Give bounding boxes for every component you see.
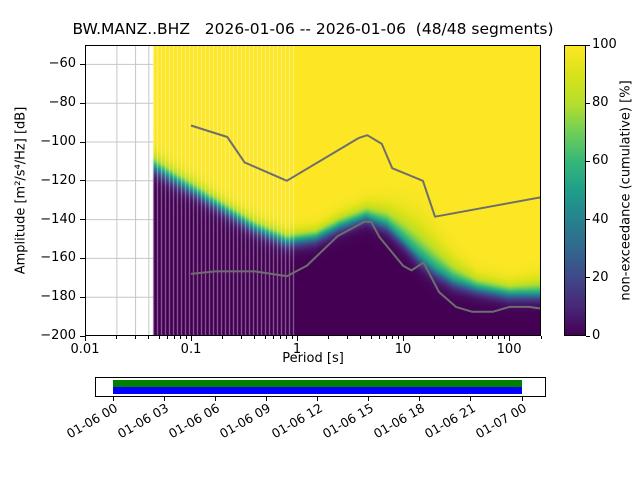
x-minor-tick-mark [328, 336, 330, 339]
x-tick-mark [296, 336, 298, 341]
y-tick-label: −180 [40, 289, 76, 305]
x-minor-tick-mark [492, 336, 494, 339]
x-minor-tick-mark [291, 336, 293, 339]
x-minor-tick-mark [503, 336, 505, 339]
time-coverage-bar [95, 377, 546, 397]
y-tick-mark [80, 141, 85, 143]
x-minor-tick-mark [397, 336, 399, 339]
time-tick-mark [419, 397, 421, 401]
x-minor-tick-mark [286, 336, 288, 339]
y-tick-mark [80, 335, 85, 337]
x-axis-label: Period [s] [282, 351, 344, 366]
colorbar-label: non-exceedance (cumulative) [%] [618, 80, 634, 301]
y-axis-label: Amplitude [m²/s⁴/Hz] [dB] [13, 106, 29, 275]
x-minor-tick-mark [434, 336, 436, 339]
x-tick-label: 10 [394, 342, 412, 357]
x-minor-tick-mark [540, 336, 542, 339]
noise-model-lines [190, 124, 541, 313]
x-minor-tick-mark [347, 336, 349, 339]
colorbar-tick-label: 60 [592, 153, 609, 169]
plot-area [85, 45, 541, 336]
x-minor-tick-mark [174, 336, 176, 339]
nlnm-line [190, 220, 541, 313]
colorbar-tick-mark [586, 160, 590, 162]
time-tick-mark [112, 397, 114, 401]
colorbar-tick-label: 20 [592, 269, 609, 285]
x-tick-label: 100 [496, 342, 522, 357]
ppsd-heatmap [85, 45, 541, 336]
x-minor-tick-mark [135, 336, 137, 339]
time-tick-mark [163, 397, 165, 401]
time-tick-mark [317, 397, 319, 401]
x-minor-tick-mark [466, 336, 468, 339]
x-minor-tick-mark [185, 336, 187, 339]
x-minor-tick-mark [148, 336, 150, 339]
x-minor-tick-mark [222, 336, 224, 339]
time-tick-mark [470, 397, 472, 401]
time-tick-mark [368, 397, 370, 401]
y-tick-mark [80, 63, 85, 65]
time-tick-mark [214, 397, 216, 401]
y-tick-label: −80 [48, 95, 76, 111]
x-minor-tick-mark [485, 336, 487, 339]
x-minor-tick-mark [392, 336, 394, 339]
x-tick-mark [84, 336, 86, 341]
x-minor-tick-mark [370, 336, 372, 339]
time-tick-mark [265, 397, 267, 401]
colorbar-tick-mark [586, 102, 590, 104]
colorbar-tick-mark [586, 219, 590, 221]
y-tick-mark [80, 257, 85, 259]
y-tick-label: −120 [40, 172, 76, 188]
x-minor-tick-mark [167, 336, 168, 339]
x-minor-tick-mark [498, 336, 500, 339]
x-minor-tick-mark [116, 336, 118, 339]
x-minor-tick-mark [280, 336, 282, 339]
colorbar-tick-label: 0 [592, 328, 601, 343]
y-tick-label: −160 [40, 250, 76, 266]
colorbar-tick-label: 100 [592, 37, 617, 52]
colorbar-gradient [565, 46, 585, 335]
nhnm-line [190, 124, 541, 218]
colorbar [564, 45, 586, 336]
x-tick-mark [402, 336, 404, 341]
colorbar-tick-mark [586, 44, 590, 46]
plot-border [85, 45, 541, 336]
y-tick-mark [80, 296, 85, 298]
x-tick-mark [508, 336, 510, 341]
colorbar-tick-label: 80 [592, 95, 609, 111]
x-minor-tick-mark [386, 336, 388, 339]
x-minor-tick-mark [273, 336, 275, 339]
y-tick-label: −100 [40, 134, 76, 149]
x-minor-tick-mark [453, 336, 455, 339]
colorbar-tick-mark [586, 277, 590, 279]
y-tick-label: −60 [48, 56, 76, 72]
plot-title: BW.MANZ..BHZ 2026-01-06 -- 2026-01-06 (4… [72, 20, 554, 38]
y-tick-label: −200 [40, 328, 76, 343]
y-tick-mark [80, 219, 85, 221]
x-minor-tick-mark [264, 336, 266, 339]
colorbar-tick-mark [586, 335, 590, 337]
x-tick-label: 0.01 [70, 342, 100, 357]
x-tick-label: 1 [292, 342, 302, 357]
colorbar-tick-label: 40 [592, 211, 609, 227]
y-tick-mark [80, 102, 85, 104]
x-minor-tick-mark [476, 336, 478, 339]
x-minor-tick-mark [241, 336, 243, 339]
x-minor-tick-mark [158, 336, 160, 339]
time-coverage-blue [113, 387, 523, 394]
x-tick-label: 0.1 [180, 342, 202, 357]
x-minor-tick-mark [254, 336, 256, 339]
y-tick-mark [80, 180, 85, 182]
x-tick-mark [190, 336, 192, 341]
y-tick-label: −140 [40, 211, 76, 227]
time-tick-mark [521, 397, 523, 401]
time-coverage-green [113, 380, 523, 387]
x-minor-tick-mark [180, 336, 182, 339]
x-minor-tick-mark [360, 336, 362, 339]
x-minor-tick-mark [379, 336, 381, 339]
